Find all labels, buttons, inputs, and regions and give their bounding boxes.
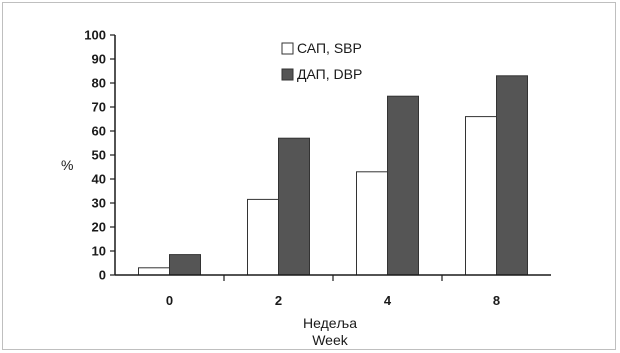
legend: САП, SBP ДАП, DBP: [281, 40, 362, 82]
y-tick-label: 20: [92, 220, 106, 235]
x-tick-label: 0: [166, 293, 173, 308]
legend-label-sbp: САП, SBP: [297, 40, 362, 56]
bar-dbp: [169, 254, 201, 276]
legend-swatch-dbp: [281, 68, 294, 81]
y-axis-title: %: [61, 157, 73, 173]
y-tick-label: 50: [92, 148, 106, 163]
y-tick-label: 70: [92, 100, 106, 115]
x-axis-title-line1: Недеља: [303, 315, 357, 331]
x-tick-label: 8: [493, 293, 500, 308]
bar-sbp: [356, 171, 388, 276]
x-tick-label: 2: [275, 293, 282, 308]
bars: [138, 75, 528, 276]
x-axis-ticks: 0 2 4 8: [166, 275, 500, 308]
legend-label-dbp: ДАП, DBP: [297, 66, 362, 82]
x-tick-label: 4: [384, 293, 392, 308]
chart-frame: 0 10 20 30 40 50 60 70 80 90 100 0 2 4 8 % Недеља Wee…: [2, 2, 616, 350]
bar-sbp: [138, 267, 170, 276]
y-tick-label: 60: [92, 124, 106, 139]
y-tick-label: 40: [92, 172, 106, 187]
y-tick-label: 90: [92, 52, 106, 67]
y-tick-label: 0: [99, 268, 106, 283]
y-axis-ticks: 0 10 20 30 40 50 60 70 80 90 100: [84, 28, 115, 283]
bar-sbp: [247, 198, 279, 276]
legend-swatch-sbp: [281, 42, 294, 55]
bar-dbp: [278, 137, 310, 276]
y-tick-label: 80: [92, 76, 106, 91]
x-axis-title-line2: Week: [312, 332, 349, 348]
y-tick-label: 10: [92, 244, 106, 259]
bar-sbp: [465, 116, 497, 276]
y-tick-label: 30: [92, 196, 106, 211]
bar-dbp: [496, 75, 528, 276]
y-tick-label: 100: [84, 28, 106, 43]
bar-chart: 0 10 20 30 40 50 60 70 80 90 100 0 2 4 8 % Недеља Wee…: [61, 28, 551, 348]
bar-dbp: [387, 95, 419, 276]
